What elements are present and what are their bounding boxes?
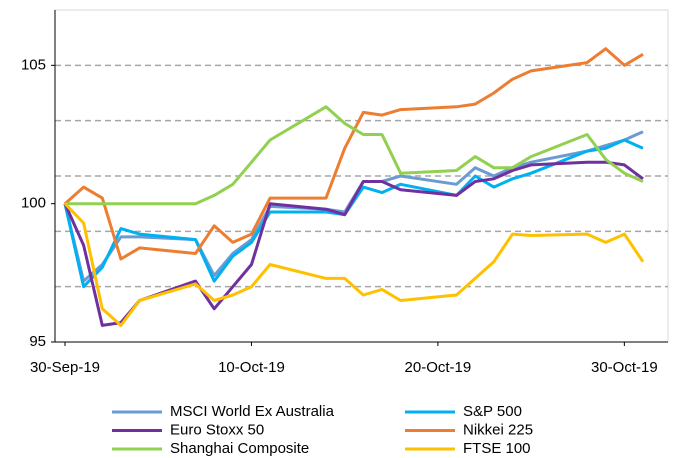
series-line — [64, 47, 644, 261]
series-line — [63, 138, 644, 289]
series-line — [63, 130, 644, 283]
y-tick-label: 105 — [21, 56, 46, 73]
legend-label: MSCI World Ex Australia — [170, 403, 335, 420]
x-tick-label: 30-Oct-19 — [591, 359, 658, 376]
x-tick-label: 30-Sep-19 — [30, 359, 100, 376]
y-tick-label: 95 — [29, 333, 46, 350]
series-line — [63, 202, 645, 327]
legend-label: Euro Stoxx 50 — [170, 421, 264, 438]
x-tick-label: 10-Oct-19 — [218, 359, 285, 376]
series-line — [65, 105, 644, 206]
y-tick-label: 100 — [21, 195, 46, 212]
legend-label: FTSE 100 — [463, 440, 531, 457]
x-tick-label: 20-Oct-19 — [405, 359, 472, 376]
legend-label: S&P 500 — [463, 403, 522, 420]
legend-label: Shanghai Composite — [170, 440, 309, 457]
legend-label: Nikkei 225 — [463, 421, 533, 438]
series-line — [63, 160, 644, 327]
